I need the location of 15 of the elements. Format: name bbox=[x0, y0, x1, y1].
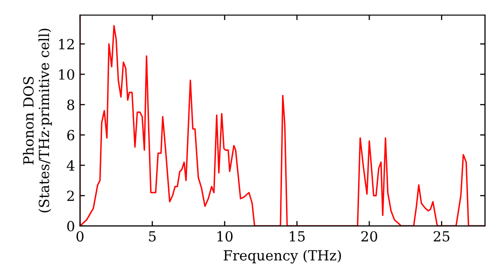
y-axis-title: Phonon DOS (States/THz·primitive cell) bbox=[22, 28, 52, 212]
y-tick-label: 10 bbox=[59, 69, 74, 80]
x-tick-label: 0 bbox=[76, 231, 84, 242]
x-tick-label: 20 bbox=[361, 231, 378, 242]
y-tick-label: 2 bbox=[67, 190, 74, 201]
x-tick-label: 5 bbox=[149, 231, 156, 242]
x-tick-label: 15 bbox=[290, 231, 305, 242]
x-tick-label: 25 bbox=[434, 231, 450, 242]
y-tick-label: 8 bbox=[67, 100, 74, 110]
y-tick-label: 4 bbox=[66, 160, 74, 171]
x-tick-label: 10 bbox=[218, 231, 233, 242]
y-tick-label: 12 bbox=[59, 38, 74, 50]
y-tick-label: 6 bbox=[67, 130, 74, 140]
y-tick-label: 0 bbox=[67, 220, 74, 232]
x-axis-title: Frequency (THz) bbox=[224, 250, 341, 264]
